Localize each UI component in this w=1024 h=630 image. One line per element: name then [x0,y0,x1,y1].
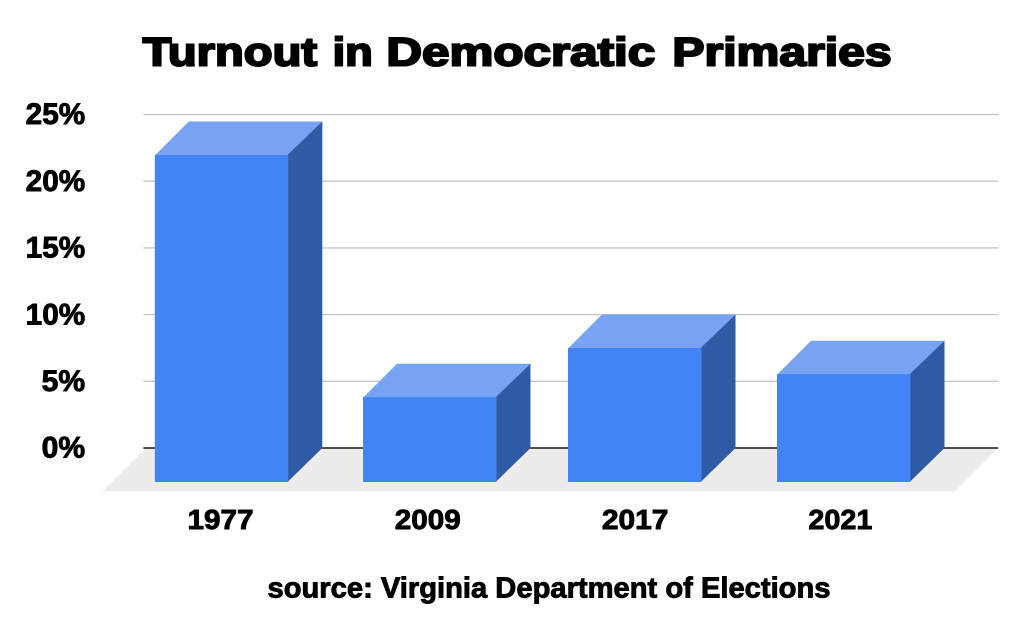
svg-text:Democratic: Democratic [386,31,655,75]
svg-text:Primaries: Primaries [672,31,891,75]
svg-text:0%: 0% [42,432,86,465]
svg-text:5%: 5% [42,365,86,398]
svg-text:source: Virginia Department of: source: Virginia Department of Elections [268,572,831,604]
svg-text:15%: 15% [26,232,86,265]
svg-text:25%: 25% [26,98,86,131]
svg-text:2017: 2017 [602,504,669,535]
svg-text:2009: 2009 [395,504,461,535]
svg-text:Turnout: Turnout [143,31,318,75]
svg-text:1977: 1977 [188,504,254,535]
svg-text:2021: 2021 [808,504,872,535]
svg-text:20%: 20% [26,165,86,198]
svg-text:10%: 10% [26,298,86,331]
svg-text:in: in [333,31,373,75]
